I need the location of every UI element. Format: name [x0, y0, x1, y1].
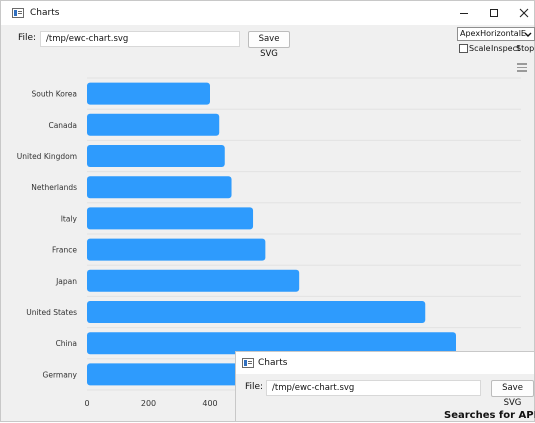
- hamburger-menu-icon[interactable]: [517, 63, 527, 74]
- bar-china: [87, 332, 456, 355]
- minimize-button[interactable]: [449, 3, 479, 23]
- second-file-path-input[interactable]: [266, 380, 481, 396]
- inspect-button[interactable]: Inspect: [491, 44, 521, 53]
- x-tick-label: 200: [141, 399, 156, 408]
- second-charts-window: Charts File: Save SVG Searches for APL: [235, 351, 535, 422]
- category-label: France: [52, 246, 77, 255]
- category-label: Netherlands: [31, 183, 77, 192]
- category-label: China: [56, 339, 77, 348]
- category-label: Germany: [43, 370, 78, 379]
- bar-united-kingdom: [87, 145, 225, 167]
- second-window-title: Charts: [258, 358, 288, 368]
- window-title: Charts: [30, 8, 60, 18]
- app-window-icon: [12, 8, 24, 18]
- title-bar[interactable]: Charts: [1, 1, 534, 25]
- second-app-window-icon: [242, 358, 254, 368]
- chevron-down-icon: [524, 32, 532, 37]
- minimize-icon: [460, 13, 468, 14]
- file-label: File:: [18, 33, 37, 43]
- stop-button[interactable]: Stop: [516, 44, 535, 53]
- file-path-input[interactable]: [40, 31, 240, 47]
- category-label: United Kingdom: [17, 152, 77, 161]
- category-label: United States: [26, 308, 77, 317]
- x-tick-label: 400: [202, 399, 217, 408]
- close-button[interactable]: [509, 3, 535, 23]
- bar-canada: [87, 113, 220, 136]
- category-label: Japan: [55, 277, 77, 286]
- bar-united-states: [87, 301, 426, 323]
- bar-italy: [87, 207, 254, 230]
- category-label: Canada: [48, 121, 77, 130]
- chart-type-value: ApexHorizontalE: [460, 29, 526, 38]
- second-save-svg-button[interactable]: Save SVG: [491, 380, 534, 408]
- category-label: South Korea: [32, 90, 77, 99]
- bar-japan: [87, 269, 300, 292]
- scale-label: Scale: [469, 44, 491, 53]
- scale-checkbox[interactable]: [459, 44, 468, 53]
- bar-south-korea: [87, 82, 210, 105]
- bar-netherlands: [87, 176, 232, 199]
- second-file-label: File:: [245, 382, 264, 392]
- x-tick-label: 0: [84, 399, 89, 408]
- bar-france: [87, 238, 266, 261]
- category-label: Italy: [61, 214, 78, 223]
- maximize-button[interactable]: [479, 3, 509, 23]
- close-icon: [519, 8, 529, 18]
- save-svg-button[interactable]: Save SVG: [248, 31, 290, 59]
- footer-heading: Searches for APL: [444, 410, 535, 421]
- second-title-bar[interactable]: Charts: [236, 352, 534, 374]
- maximize-icon: [490, 9, 498, 17]
